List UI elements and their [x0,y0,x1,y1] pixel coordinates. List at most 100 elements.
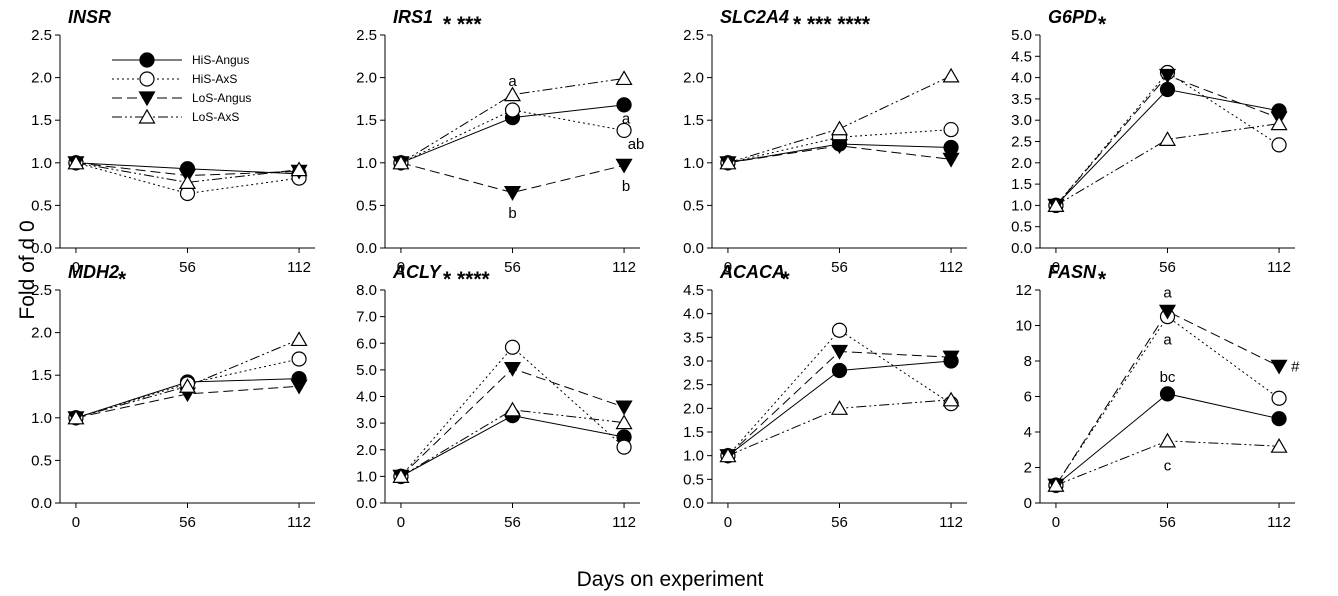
y-tick-label: 2.5 [356,27,377,44]
legend-marker-his-axs [139,71,155,87]
data-point-los-angus [615,158,633,174]
data-point-his-axs [1271,137,1287,153]
x-tick-label: 0 [1052,514,1060,531]
data-point-his-axs [616,439,632,455]
panel-title: ACLY [392,262,443,282]
data-point-his-axs [831,322,848,338]
chart-panel-g6pd: 0.0 0.5 1.0 1.5 2.0 2.5 3.0 3.5 4.0 4.5 5.0 0 56 112 G… [1011,7,1295,276]
significance-letter: # [1291,358,1300,375]
y-tick-label: 3.0 [1011,112,1032,129]
chart-panel-acaca: 0.0 0.5 1.0 1.5 2.0 2.5 3.0 3.5 4.0 4.5 0 56 112 ACAC… [683,262,967,531]
significance-letter: ab [628,136,645,153]
data-point-los-axs [1158,432,1177,448]
x-tick-label: 56 [1159,514,1176,531]
y-tick-label: 2.5 [31,282,52,299]
data-point-his-axs [616,122,632,139]
data-point-los-axs [719,154,737,170]
y-tick-label: 1.0 [1011,197,1032,214]
significance-letter: c [1164,458,1172,475]
panel-title: IRS1 [393,7,433,27]
data-point-los-angus [942,152,960,168]
y-tick-label: 4.0 [683,306,704,323]
data-point-los-axs [942,391,960,407]
panel-title: FASN [1048,262,1097,282]
y-tick-label: 3.0 [683,353,704,370]
x-tick-label: 0 [72,259,80,276]
y-tick-label: 6.0 [356,335,377,352]
y-tick-label: 2.5 [683,377,704,394]
y-tick-label: 5.0 [1011,27,1032,44]
significance-stars: * [118,268,127,291]
data-point-los-angus [503,186,522,201]
y-tick-label: 3.5 [683,329,704,346]
legend-label-his-axs: HiS-AxS [192,72,237,86]
y-tick-label: 4.5 [1011,48,1032,65]
x-tick-label: 0 [397,259,405,276]
data-point-his-angus [1159,81,1176,98]
y-tick-label: 0.0 [31,240,52,257]
chart-panel-fasn: 0 2 4 6 8 10 12 0 56 112 FASN * a a bc c # [1015,262,1300,531]
data-point-his-angus [1271,411,1287,427]
data-point-los-axs [719,447,737,463]
data-point-los-axs [67,154,85,170]
data-point-los-axs [290,331,308,347]
data-point-los-angus [1158,68,1177,84]
legend-marker-his-angus [139,52,155,68]
data-point-los-axs [1270,437,1288,453]
y-tick-label: 0.5 [683,197,704,214]
x-tick-label: 56 [179,514,196,531]
panel-title: INSR [68,7,111,27]
y-tick-label: 4.5 [683,282,704,299]
data-point-los-axs [178,174,197,189]
x-tick-label: 112 [287,514,311,531]
x-tick-label: 0 [724,259,732,276]
y-tick-label: 0.5 [31,197,52,214]
series-line-his-axs [400,109,625,164]
y-tick-label: 0.5 [31,452,52,469]
y-tick-label: 0.0 [1011,240,1032,257]
legend-label-los-axs: LoS-AxS [192,110,239,124]
data-point-los-axs [290,161,308,177]
y-tick-label: 2.0 [356,442,377,459]
data-point-los-axs [830,120,849,136]
y-tick-label: 0.5 [1011,219,1032,236]
legend: HiS-Angus HiS-AxS LoS-Angus LoS-AxS [112,52,251,124]
data-point-his-axs [943,121,959,138]
x-tick-label: 0 [1052,259,1060,276]
significance-letter: bc [1160,369,1176,386]
y-tick-label: 2.0 [683,400,704,417]
y-tick-label: 3.0 [356,415,377,432]
data-point-his-axs [504,102,521,118]
significance-stars: * *** **** [793,13,871,36]
y-tick-label: 4.0 [1011,70,1032,87]
x-tick-label: 56 [1159,259,1176,276]
significance-stars: * [1098,13,1107,36]
chart-panel-acly: 0.0 1.0 2.0 3.0 4.0 5.0 6.0 7.0 8.0 0 56 112 ACLY * *… [356,262,640,531]
data-point-los-angus [290,379,308,395]
data-point-los-angus [615,400,633,416]
x-tick-label: 56 [831,514,848,531]
y-tick-label: 4 [1024,424,1032,441]
y-tick-label: 0.0 [683,495,704,512]
y-tick-label: 1.0 [31,410,52,427]
y-tick-label: 1.0 [683,448,704,465]
data-point-los-axs [1270,115,1288,131]
chart-panel-mdh2: 0.0 0.5 1.0 1.5 2.0 2.5 0 56 112 MDH2* [31,262,315,531]
x-tick-label: 0 [724,514,732,531]
significance-letter: a [622,110,631,127]
y-tick-label: 8 [1024,353,1032,370]
legend-marker-los-axs [138,108,156,124]
data-point-his-angus [616,97,632,113]
significance-stars: * *** [443,13,482,36]
y-tick-label: 1.5 [1011,176,1032,193]
y-tick-label: 1.0 [356,155,377,172]
y-axis-label: Fold of d 0 [16,220,39,319]
data-point-los-axs [503,401,522,417]
y-tick-label: 2.0 [31,325,52,342]
panel-title: SLC2A4 [720,7,789,27]
y-tick-label: 2.0 [356,70,377,87]
x-tick-label: 112 [939,259,963,276]
x-tick-label: 56 [504,514,521,531]
